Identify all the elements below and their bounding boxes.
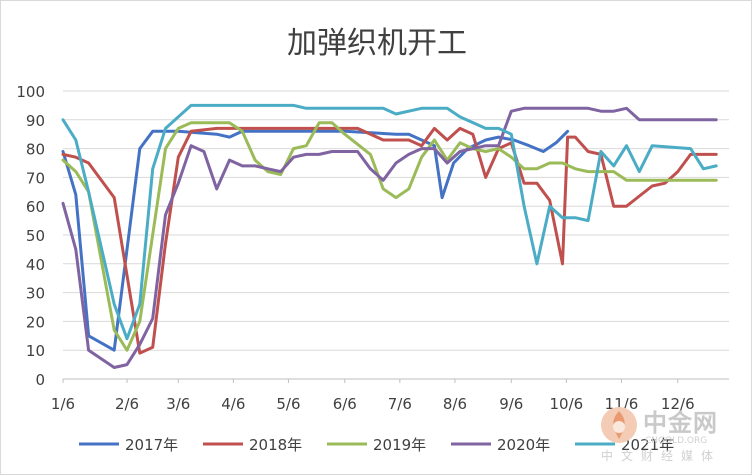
x-tick-label: 6/6 <box>333 395 357 413</box>
legend-label: 2018年 <box>249 436 302 454</box>
y-tick-label: 10 <box>26 342 45 360</box>
chart-title: 加弹织机开工 <box>287 26 467 61</box>
x-tick-label: 3/6 <box>166 395 190 413</box>
brand-logo-icon <box>601 407 637 443</box>
x-tick-label: 12/6 <box>661 395 695 413</box>
x-tick-label: 9/6 <box>499 395 523 413</box>
series-line-2019年 <box>61 121 718 352</box>
legend-label: 2020年 <box>497 436 550 454</box>
y-tick-label: 70 <box>26 169 45 187</box>
legend-label: 2021年 <box>621 436 674 454</box>
y-tick-label: 80 <box>26 141 45 159</box>
y-tick-label: 40 <box>26 256 45 274</box>
y-tick-label: 20 <box>26 313 45 331</box>
x-tick-label: 8/6 <box>443 395 467 413</box>
x-tick-label: 1/6 <box>51 395 75 413</box>
watermark-domain: CNGOLD.ORG <box>645 436 708 446</box>
y-tick-label: 30 <box>26 285 45 303</box>
series-line-2018年 <box>61 126 718 355</box>
legend-label: 2017年 <box>125 436 178 454</box>
y-tick-label: 100 <box>16 83 45 101</box>
series-line-2021年 <box>61 103 718 341</box>
x-tick-label: 7/6 <box>388 395 412 413</box>
watermark-name: 中金网 <box>643 408 718 437</box>
series-line-2020年 <box>61 106 718 369</box>
y-tick-label: 60 <box>26 198 45 216</box>
watermark: 中金网 CNGOLD.ORG 中文财经媒体 <box>599 403 749 473</box>
y-tick-label: 50 <box>26 227 45 245</box>
legend-label: 2019年 <box>373 436 426 454</box>
watermark-subtitle: 中文财经媒体 <box>601 449 722 463</box>
x-tick-label: 10/6 <box>549 395 583 413</box>
x-tick-label: 5/6 <box>276 395 300 413</box>
y-tick-label: 90 <box>26 112 45 130</box>
x-tick-label: 2/6 <box>115 395 139 413</box>
x-tick-label: 4/6 <box>221 395 245 413</box>
y-tick-label: 0 <box>35 371 45 389</box>
